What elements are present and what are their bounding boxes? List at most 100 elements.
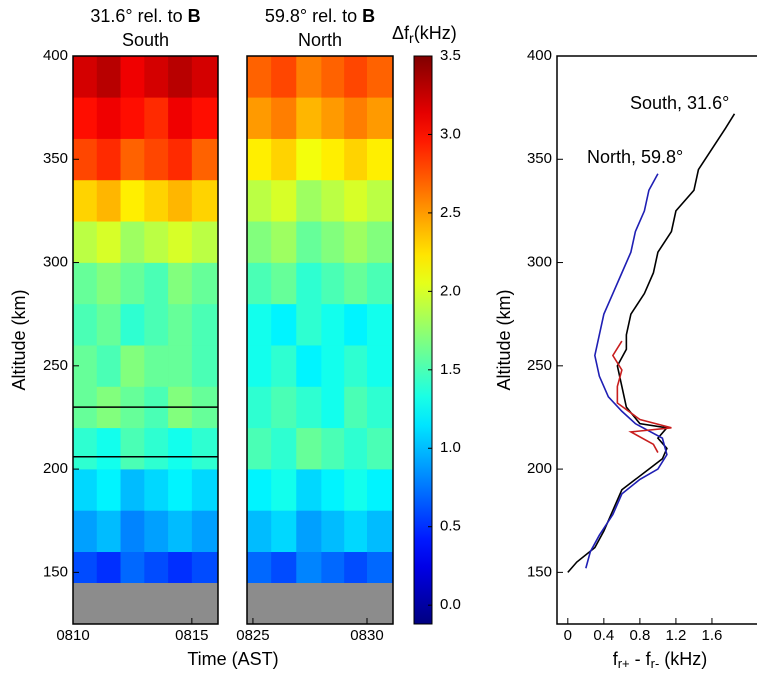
x-axis-label-part: - f: [630, 649, 652, 669]
heat-cell: [321, 303, 345, 346]
colorbar-tick-label: 3.0: [440, 125, 461, 142]
heat-cell: [120, 262, 145, 305]
colorbar-label-unit: (kHz): [414, 23, 457, 43]
heat-cell: [120, 221, 145, 263]
heat-cell: [168, 179, 193, 222]
colorbar-tick-label: 0.5: [440, 518, 461, 535]
heat-cell: [366, 303, 394, 346]
heat-cell: [191, 345, 219, 387]
heat-cell: [366, 386, 394, 429]
heat-cell: [344, 179, 368, 222]
heat-cell: [96, 179, 121, 222]
heat-cell: [144, 179, 169, 222]
heat-cell: [247, 345, 272, 387]
x-tick-label: 0.4: [593, 627, 614, 644]
heat-cell: [191, 97, 219, 139]
heat-cell: [344, 56, 368, 98]
heat-cell: [247, 179, 272, 222]
heat-cell: [344, 97, 368, 139]
heat-cell: [96, 138, 121, 181]
heat-cell: [168, 303, 193, 346]
heat-cell: [296, 345, 322, 387]
heat-cell: [96, 97, 121, 139]
heat-cell: [73, 179, 98, 222]
x-axis-label-part: f: [613, 649, 619, 669]
heat-cell: [247, 221, 272, 263]
heat-cell: [73, 510, 98, 553]
heat-cell: [191, 469, 219, 511]
heat-cell: [120, 303, 145, 346]
colorbar-tick-label: 2.5: [440, 204, 461, 221]
x-axis-label: Time (AST): [187, 649, 278, 669]
heat-cell: [247, 427, 272, 470]
panel-frame: [246, 55, 394, 625]
colorbar-label-main: Δf: [392, 23, 410, 43]
heat-cell: [271, 551, 297, 583]
heat-cell: [120, 345, 145, 387]
heat-cell: [321, 221, 345, 263]
heat-cell: [344, 510, 368, 553]
heat-cell: [296, 138, 322, 181]
heat-cell: [168, 510, 193, 553]
heat-cell: [73, 551, 98, 583]
heat-cell: [120, 138, 145, 181]
heat-cell: [296, 303, 322, 346]
heat-cell: [96, 262, 121, 305]
heat-cell: [296, 551, 322, 583]
heat-cell: [271, 56, 297, 98]
heat-cell: [168, 97, 193, 139]
x-tick-label: 0830: [350, 627, 383, 644]
heat-cell: [120, 510, 145, 553]
heat-cell: [73, 303, 98, 346]
profile-line: [567, 113, 736, 573]
heat-cell: [168, 427, 193, 470]
heat-cell: [366, 469, 394, 511]
heat-cell: [73, 427, 98, 470]
heat-cell: [191, 179, 219, 222]
y-tick-label: 400: [527, 47, 552, 64]
heat-cell: [191, 551, 219, 583]
heat-cell: [296, 510, 322, 553]
heat-cell: [168, 221, 193, 263]
heat-cell: [73, 469, 98, 511]
colorbar-tick-label: 2.0: [440, 282, 461, 299]
heat-cell: [144, 221, 169, 263]
heat-cell: [247, 386, 272, 429]
heat-cell: [296, 221, 322, 263]
heat-cell: [96, 469, 121, 511]
heat-cell: [321, 469, 345, 511]
y-tick-label: 200: [43, 460, 68, 477]
y-tick-label: 350: [43, 150, 68, 167]
colorbar-tick-label: 1.0: [440, 439, 461, 456]
series-label: North, 59.8°: [587, 147, 683, 167]
heat-cell: [296, 262, 322, 305]
axis-frame: [556, 55, 757, 625]
y-tick-label: 300: [43, 254, 68, 271]
heat-cell: [321, 179, 345, 222]
heat-cell: [168, 469, 193, 511]
heat-cell: [321, 262, 345, 305]
heat-cell: [344, 345, 368, 387]
heat-cell: [271, 386, 297, 429]
heat-cell: [366, 221, 394, 263]
panel-title: 59.8° rel. to B: [265, 6, 375, 26]
colorbar: [413, 55, 433, 625]
heat-cell: [344, 303, 368, 346]
heat-cell: [96, 551, 121, 583]
heat-cell: [168, 138, 193, 181]
y-tick-label: 150: [43, 563, 68, 580]
profile-line: [585, 173, 668, 569]
x-axis-label: fr+ - fr- (kHz): [613, 649, 708, 672]
heat-cell: [271, 97, 297, 139]
heat-cell: [144, 345, 169, 387]
heat-cell: [296, 56, 322, 98]
heat-cell: [191, 510, 219, 553]
y-tick-label: 150: [527, 563, 552, 580]
x-axis-label-part: r+: [618, 656, 630, 671]
heat-cell: [191, 262, 219, 305]
panel-frame: [72, 55, 219, 625]
y-tick-label: 400: [43, 47, 68, 64]
heat-cell: [344, 551, 368, 583]
heat-cell: [344, 221, 368, 263]
heat-cell: [247, 469, 272, 511]
